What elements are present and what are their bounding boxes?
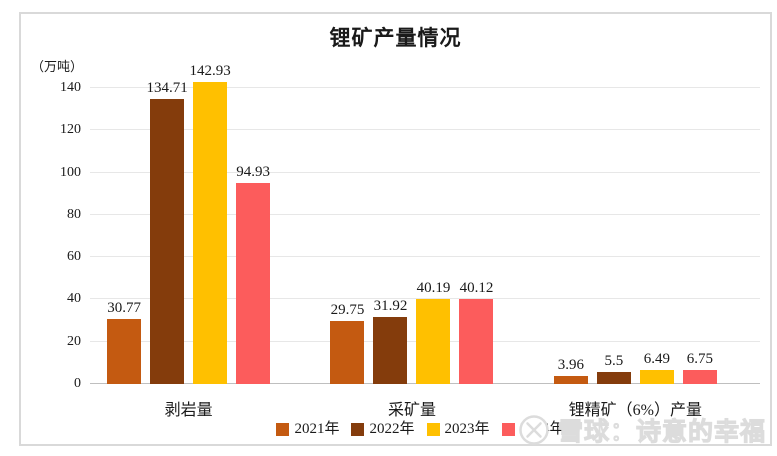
bar-value-label: 94.93 [236,164,271,181]
gridline [90,298,760,300]
legend-label: 2021年 [294,421,340,437]
watermark-text: 雪球：诗意的幸福 [557,419,766,447]
y-tick-label: 80 [67,206,81,222]
bar: 94.93 [236,165,271,384]
y-tick-label: 120 [60,122,81,138]
bar: 6.75 [682,351,717,384]
legend-swatch-icon [501,423,515,436]
bar-value-label: 29.75 [330,302,365,319]
bar-groups: 30.77 134.71 142.93 94.93 29.75 31.92 40.19 40.… [90,63,760,384]
bar-value-label: 142.93 [189,62,231,79]
x-axis-labels: 剥岩量 采矿量 锂精矿（6%）产量 [90,396,760,420]
bar-value-label: 6.75 [686,350,713,367]
bar-group: 29.75 31.92 40.19 40.12 [300,281,523,384]
y-tick-label: 0 [74,376,81,391]
bar-value-label: 31.92 [373,297,408,314]
bar-value-label: 6.49 [643,351,670,368]
gridline [90,87,760,88]
legend-swatch-icon [276,423,290,436]
chart-frame: 锂矿产量情况 （万吨） 0 20 40 60 80 100 120 140 30.77 134.7… [19,12,772,448]
legend-label: 2023年 [444,421,490,437]
legend-item: 2023年 [426,421,490,437]
bar-group: 3.96 5.5 6.49 6.75 [524,351,747,384]
y-tick-label: 100 [60,164,81,180]
bar-group: 30.77 134.71 142.93 94.93 [77,63,300,384]
y-tick-label: 140 [60,80,81,95]
bar: 40.19 [416,281,451,384]
bar: 134.71 [147,81,188,384]
watermark: 雪球：诗意的幸福 [518,412,766,448]
bar: 31.92 [373,298,408,384]
legend-swatch-icon [426,423,440,436]
legend-swatch-icon [351,423,365,436]
bar-value-label: 30.77 [107,299,142,316]
bar: 30.77 [107,300,142,384]
x-category-label: 锂精矿（6%）产量 [568,402,702,419]
plot-area: 0 20 40 60 80 100 120 140 30.77 134.71 142.93 94.93… [60,63,760,391]
x-category-label: 采矿量 [387,402,436,419]
gridline [90,256,760,258]
gridline [90,213,760,215]
bar-value-label: 40.19 [416,280,451,297]
xueqiu-logo-icon [519,415,549,445]
legend-item: 2021年 [276,422,339,437]
y-tick-label: 60 [67,249,81,265]
legend-label: 2022年 [369,421,415,437]
legend-item: 2022年 [351,421,415,437]
y-tick-label: 40 [67,291,81,307]
y-axis-unit-label: （万吨） [31,59,84,74]
y-tick-label: 20 [67,333,81,349]
gridline [90,129,760,131]
bar-value-label: 5.5 [604,353,624,370]
bar: 40.12 [459,281,494,384]
bar: 29.75 [330,303,365,384]
bar: 6.49 [639,352,674,384]
bar-value-label: 134.71 [146,80,188,97]
bar: 3.96 [553,357,588,384]
gridline [90,171,760,173]
chart-title: 锂矿产量情况 [329,26,462,50]
bar: 5.5 [596,354,631,384]
x-category-label: 剥岩量 [164,402,213,419]
bar-value-label: 40.12 [459,280,494,297]
bar: 142.93 [190,63,231,384]
bar-value-label: 3.96 [557,356,584,373]
